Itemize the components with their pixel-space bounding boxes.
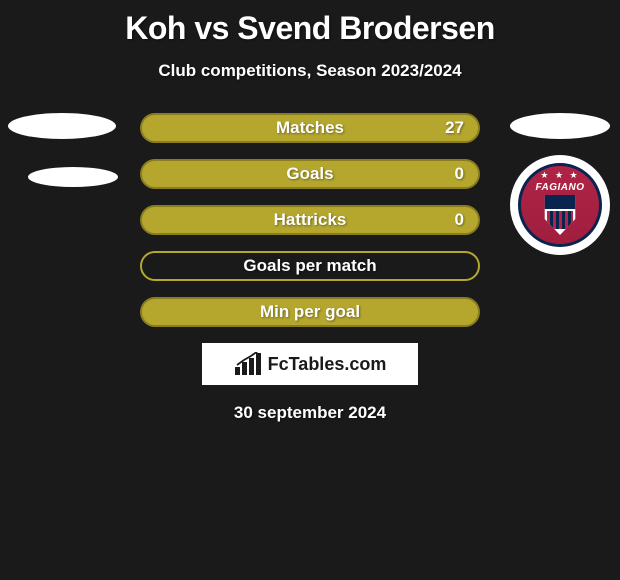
badge-shield-icon	[543, 195, 577, 235]
ellipse-icon	[510, 113, 610, 139]
logo-text: FcTables.com	[268, 354, 387, 375]
stat-value: 0	[455, 210, 464, 230]
page-title: Koh vs Svend Brodersen	[0, 0, 620, 47]
stat-bar-matches: Matches 27	[140, 113, 480, 143]
stat-bar-hattricks: Hattricks 0	[140, 205, 480, 235]
date-line: 30 september 2024	[0, 403, 620, 423]
right-player-placeholder: ★ ★ ★ FAGIANO	[510, 113, 610, 255]
stats-bars: Matches 27 Goals 0 Hattricks 0 Goals per…	[140, 113, 480, 327]
badge-inner: ★ ★ ★ FAGIANO	[518, 163, 602, 247]
badge-stars-icon: ★ ★ ★	[540, 170, 579, 181]
bar-chart-icon	[234, 352, 262, 376]
stats-area: ★ ★ ★ FAGIANO Matches 27 Goals 0 Hattric…	[0, 113, 620, 423]
subtitle: Club competitions, Season 2023/2024	[0, 61, 620, 81]
badge-text: FAGIANO	[535, 182, 584, 193]
stat-value: 27	[445, 118, 464, 138]
stat-label: Hattricks	[274, 210, 347, 230]
stat-label: Min per goal	[260, 302, 360, 322]
stat-bar-goals-per-match: Goals per match	[140, 251, 480, 281]
club-badge: ★ ★ ★ FAGIANO	[510, 155, 610, 255]
fctables-logo: FcTables.com	[202, 343, 418, 385]
ellipse-icon	[28, 167, 118, 187]
ellipse-icon	[8, 113, 116, 139]
stat-value: 0	[455, 164, 464, 184]
stat-label: Goals	[286, 164, 333, 184]
stat-bar-goals: Goals 0	[140, 159, 480, 189]
stat-label: Matches	[276, 118, 344, 138]
stat-bar-min-per-goal: Min per goal	[140, 297, 480, 327]
stat-label: Goals per match	[243, 256, 376, 276]
left-player-placeholder	[8, 113, 118, 215]
